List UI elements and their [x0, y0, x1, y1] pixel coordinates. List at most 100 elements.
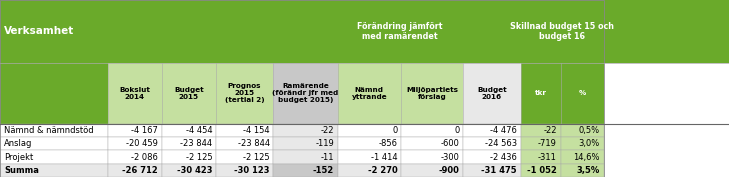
Text: Verksamhet: Verksamhet — [4, 26, 74, 36]
Bar — [338, 63, 401, 124]
Bar — [108, 124, 162, 137]
Text: -20 459: -20 459 — [126, 139, 158, 148]
Text: -26 712: -26 712 — [122, 166, 158, 175]
Bar — [273, 63, 338, 124]
Text: -4 154: -4 154 — [243, 126, 270, 135]
Bar — [0, 124, 108, 137]
Text: -2 270: -2 270 — [367, 166, 397, 175]
Text: -31 475: -31 475 — [481, 166, 517, 175]
Text: -23 844: -23 844 — [238, 139, 270, 148]
Text: 14,6%: 14,6% — [574, 153, 600, 162]
Text: -1 414: -1 414 — [370, 153, 397, 162]
Text: -4 167: -4 167 — [131, 126, 158, 135]
Bar — [338, 124, 401, 137]
Text: Nämnd & nämndstöd: Nämnd & nämndstöd — [4, 126, 94, 135]
Bar — [463, 164, 521, 177]
Text: -900: -900 — [438, 166, 459, 175]
Bar — [0, 150, 108, 164]
Text: -24 563: -24 563 — [485, 139, 517, 148]
Text: -152: -152 — [313, 166, 334, 175]
Bar — [401, 124, 463, 137]
Text: 3,5%: 3,5% — [577, 166, 600, 175]
Text: -4 476: -4 476 — [490, 126, 517, 135]
Bar — [401, 63, 463, 124]
Text: -311: -311 — [538, 153, 557, 162]
Text: Summa: Summa — [4, 166, 39, 175]
Bar — [521, 137, 561, 150]
Bar — [338, 137, 401, 150]
Bar — [273, 137, 338, 150]
Text: -30 423: -30 423 — [176, 166, 212, 175]
Bar — [401, 164, 463, 177]
Text: -30 123: -30 123 — [234, 166, 270, 175]
Text: tkr: tkr — [534, 90, 547, 96]
Text: 0: 0 — [392, 126, 397, 135]
Bar — [561, 63, 604, 124]
Text: 0: 0 — [454, 126, 459, 135]
Text: Budget
2016: Budget 2016 — [477, 87, 507, 100]
Bar — [0, 164, 108, 177]
Text: -719: -719 — [538, 139, 557, 148]
Bar — [401, 150, 463, 164]
Text: -23 844: -23 844 — [180, 139, 212, 148]
Text: Förändring jämfört
med ramärendet: Förändring jämfört med ramärendet — [357, 22, 443, 41]
Bar — [216, 150, 273, 164]
Text: -4 454: -4 454 — [185, 126, 212, 135]
Bar — [162, 164, 216, 177]
Text: Budget
2015: Budget 2015 — [174, 87, 203, 100]
Bar — [338, 164, 401, 177]
Bar — [401, 137, 463, 150]
Text: -2 125: -2 125 — [243, 153, 270, 162]
Bar — [162, 63, 216, 124]
Text: Anslag: Anslag — [4, 139, 33, 148]
Bar — [561, 137, 604, 150]
Bar — [216, 124, 273, 137]
Bar — [521, 63, 561, 124]
Text: -856: -856 — [378, 139, 397, 148]
Text: Bokslut
2014: Bokslut 2014 — [120, 87, 150, 100]
Bar — [463, 124, 521, 137]
Text: Ramärende
(förändr jfr med
budget 2015): Ramärende (förändr jfr med budget 2015) — [273, 83, 338, 103]
Bar — [108, 164, 162, 177]
Bar — [108, 63, 162, 124]
Bar — [108, 150, 162, 164]
Bar — [561, 150, 604, 164]
Bar — [162, 150, 216, 164]
Bar — [108, 137, 162, 150]
Text: Skillnad budget 15 och
budget 16: Skillnad budget 15 och budget 16 — [510, 22, 614, 41]
Bar — [463, 63, 521, 124]
Bar — [273, 124, 338, 137]
Text: -119: -119 — [315, 139, 334, 148]
Text: Miljöpartiets
förslag: Miljöpartiets förslag — [406, 87, 458, 100]
Bar — [463, 137, 521, 150]
Bar — [162, 124, 216, 137]
Bar — [561, 164, 604, 177]
Text: Prognos
2015
(tertial 2): Prognos 2015 (tertial 2) — [225, 83, 265, 103]
Bar — [338, 150, 401, 164]
Text: -1 052: -1 052 — [527, 166, 557, 175]
Text: -2 125: -2 125 — [185, 153, 212, 162]
Text: Projekt: Projekt — [4, 153, 34, 162]
Text: -11: -11 — [320, 153, 334, 162]
Bar — [0, 0, 604, 177]
Bar — [463, 150, 521, 164]
Text: %: % — [579, 90, 585, 96]
Text: -300: -300 — [440, 153, 459, 162]
Text: 0,5%: 0,5% — [579, 126, 600, 135]
Text: 3,0%: 3,0% — [579, 139, 600, 148]
Text: -22: -22 — [320, 126, 334, 135]
Bar — [273, 150, 338, 164]
Bar — [216, 63, 273, 124]
Text: -2 086: -2 086 — [131, 153, 158, 162]
Text: -22: -22 — [543, 126, 557, 135]
Bar — [521, 124, 561, 137]
Text: -600: -600 — [440, 139, 459, 148]
Bar — [216, 164, 273, 177]
Bar — [0, 63, 108, 124]
Bar — [521, 150, 561, 164]
Bar — [0, 0, 729, 63]
Bar — [273, 164, 338, 177]
Text: Nämnd
yttrande: Nämnd yttrande — [351, 87, 387, 100]
Bar — [521, 164, 561, 177]
Bar — [0, 137, 108, 150]
